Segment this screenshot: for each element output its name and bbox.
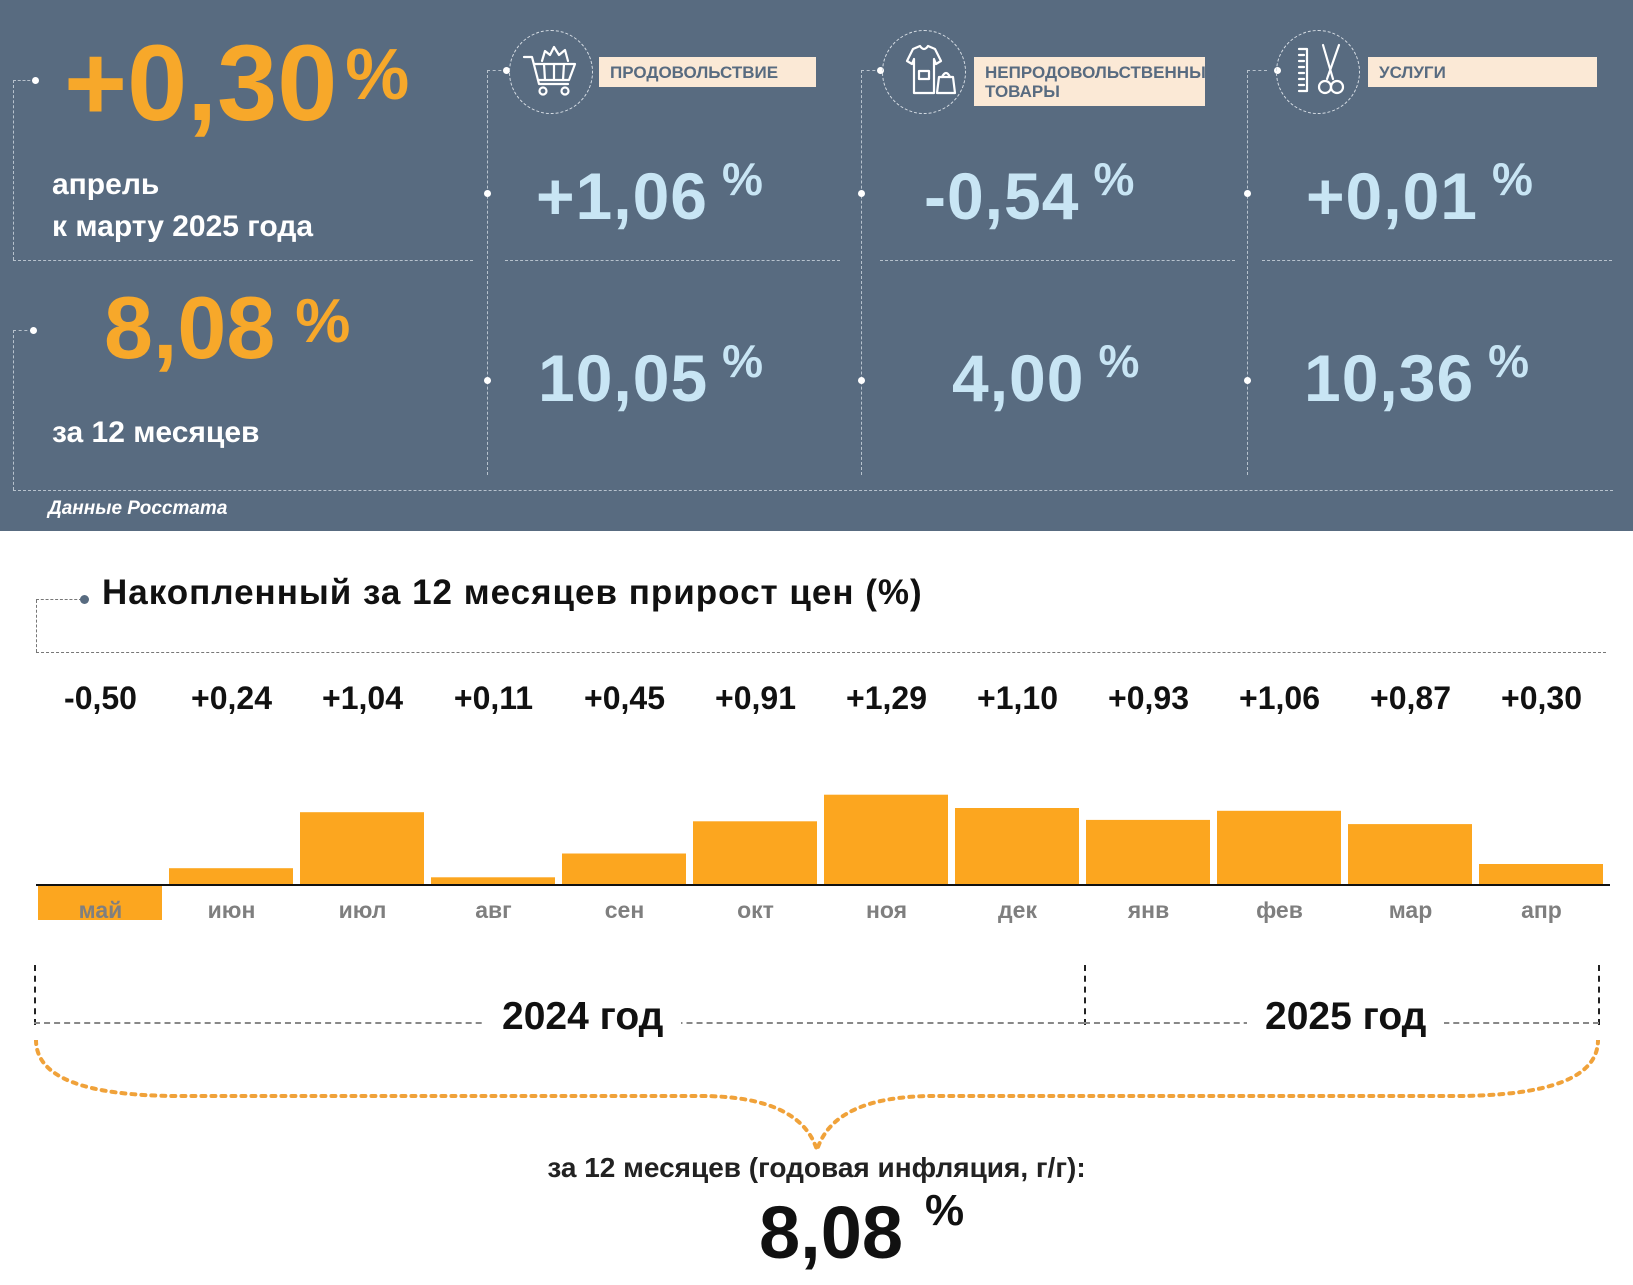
frame-line <box>13 330 33 331</box>
title-underline <box>36 652 1606 653</box>
value-label-май: -0,50 <box>64 680 137 716</box>
bar-дек <box>955 808 1079 885</box>
month-label-июл: июл <box>338 897 387 923</box>
frame-line <box>13 80 14 260</box>
category-label-nonfood: НЕПРОДОВОЛЬСТВЕННЫЕ ТОВАРЫ <box>974 57 1217 106</box>
bullet-dot <box>1244 190 1251 197</box>
monthly-unit: % <box>345 35 410 115</box>
bar-мар <box>1348 824 1472 885</box>
bar-ноя <box>824 794 948 885</box>
bar-апр <box>1479 864 1603 885</box>
bullet-dot <box>877 67 884 74</box>
bullet-dot <box>32 77 39 84</box>
frame-line <box>13 80 35 81</box>
frame-line <box>1262 260 1612 261</box>
monthly-inflation-value: +0,30% <box>64 22 410 143</box>
year-bracket-left <box>34 965 36 1025</box>
bullet-dot <box>858 377 865 384</box>
bar-май <box>38 885 162 920</box>
value-label-окт: +0,91 <box>715 680 796 716</box>
value-label-июн: +0,24 <box>191 680 272 716</box>
bullet-dot <box>484 190 491 197</box>
title-bullet <box>80 595 89 604</box>
year-divider <box>1084 965 1086 1025</box>
year-bracket-right <box>1598 965 1600 1025</box>
curly-brace <box>34 1040 1600 1157</box>
monthly-caption-line2: к марту 2025 года <box>52 210 314 243</box>
services-annual-value: 10,36% <box>1304 335 1531 415</box>
clothing-bag-icon <box>882 30 966 114</box>
frame-line <box>13 490 1613 491</box>
frame-line <box>880 260 1235 261</box>
data-source: Данные Росстата <box>48 498 228 519</box>
frame-line <box>13 330 14 490</box>
annual-unit: % <box>295 287 351 356</box>
title-bracket <box>36 600 37 652</box>
bar-авг <box>431 877 555 885</box>
month-label-янв: янв <box>1127 897 1170 923</box>
value-label-янв: +0,93 <box>1108 680 1189 716</box>
summary-panel <box>0 0 1633 531</box>
food-annual-value: 10,05% <box>538 335 765 415</box>
nonfood-annual-value: 4,00% <box>952 335 1141 415</box>
bar-окт <box>693 821 817 885</box>
value-label-сен: +0,45 <box>584 680 665 716</box>
month-label-мар: мар <box>1388 897 1433 923</box>
bar-фев <box>1217 810 1341 885</box>
month-label-авг: авг <box>475 897 512 923</box>
summary-caption: за 12 месяцев (годовая инфляция, г/г): <box>547 1152 1086 1183</box>
frame-line <box>487 70 507 71</box>
summary-value: 8,08% <box>759 1186 965 1274</box>
month-label-дек: дек <box>998 897 1037 923</box>
month-label-апр: апр <box>1521 897 1562 923</box>
shopping-cart-icon <box>509 30 593 114</box>
bar-июн <box>169 868 293 885</box>
frame-line <box>13 260 473 261</box>
nonfood-monthly-value: -0,54% <box>924 153 1136 233</box>
monthly-caption: апрель к марту 2025 года <box>52 164 313 248</box>
title-bracket <box>36 599 82 600</box>
column-separator <box>1247 70 1248 475</box>
category-label-services: УСЛУГИ <box>1368 57 1597 87</box>
frame-line <box>861 70 881 71</box>
value-label-фев: +1,06 <box>1239 680 1320 716</box>
scissors-comb-icon <box>1276 30 1360 114</box>
bullet-dot <box>30 327 37 334</box>
chart-title: Накопленный за 12 месяцев прирост цен (%… <box>102 573 923 612</box>
frame-line <box>505 260 840 261</box>
services-monthly-value: +0,01% <box>1306 153 1534 233</box>
category-label-food: ПРОДОВОЛЬСТВИЕ <box>599 57 816 87</box>
value-label-авг: +0,11 <box>453 680 534 716</box>
value-label-дек: +1,10 <box>977 680 1058 716</box>
month-label-май: май <box>78 897 123 923</box>
year-label-2025: 2025 год <box>1247 995 1445 1039</box>
annual-caption: за 12 месяцев <box>52 416 260 449</box>
value-label-июл: +1,04 <box>322 680 403 716</box>
value-label-ноя: +1,29 <box>846 680 927 716</box>
month-label-окт: окт <box>737 897 774 923</box>
year-label-2024: 2024 год <box>484 995 682 1039</box>
frame-line <box>1247 70 1267 71</box>
bar-chart <box>36 794 1610 920</box>
bullet-dot <box>484 377 491 384</box>
month-label-фев: фев <box>1256 897 1303 923</box>
value-label-апр: +0,30 <box>1501 680 1582 716</box>
bullet-dot <box>1244 377 1251 384</box>
bar-сен <box>562 853 686 885</box>
month-label-июн: июн <box>207 897 256 923</box>
bullet-dot <box>503 67 510 74</box>
column-separator <box>487 70 488 475</box>
column-separator <box>861 70 862 475</box>
annual-inflation-value: 8,08% <box>104 278 351 377</box>
month-label-сен: сен <box>604 897 645 923</box>
bar-янв <box>1086 819 1210 885</box>
value-label-мар: +0,87 <box>1370 680 1451 716</box>
bar-июл <box>300 812 424 885</box>
monthly-caption-line1: апрель <box>52 168 160 201</box>
bullet-dot <box>858 190 865 197</box>
food-monthly-value: +1,06% <box>536 153 764 233</box>
month-label-ноя: ноя <box>865 897 908 923</box>
